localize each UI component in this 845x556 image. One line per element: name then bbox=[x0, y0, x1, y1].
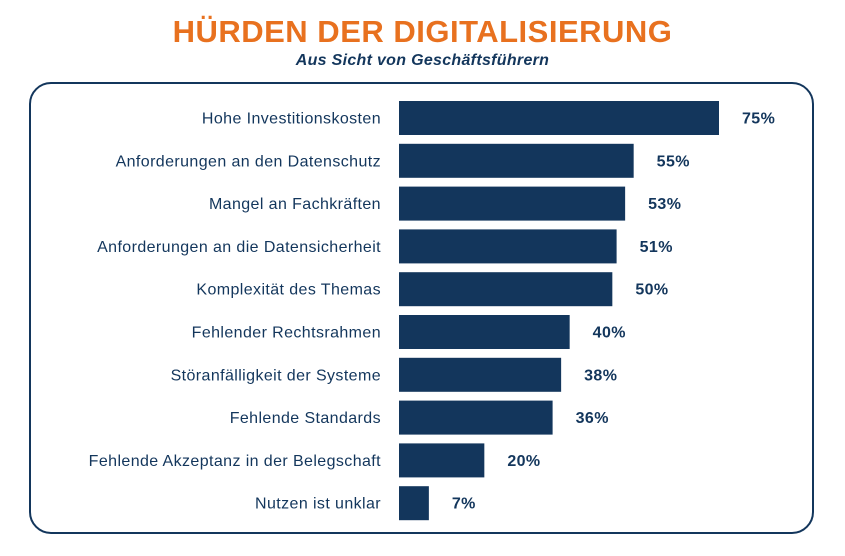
category-label: Hohe Investitionskosten bbox=[202, 111, 381, 128]
bar bbox=[399, 400, 553, 435]
bar bbox=[399, 143, 634, 178]
category-label: Anforderungen an die Datensicherheit bbox=[97, 239, 381, 256]
category-label: Anforderungen an den Datenschutz bbox=[116, 153, 381, 170]
category-label: Fehlende Standards bbox=[230, 410, 381, 427]
value-label: 38% bbox=[584, 367, 617, 384]
category-label: Fehlender Rechtsrahmen bbox=[192, 325, 381, 342]
category-label: Nutzen ist unklar bbox=[255, 496, 381, 513]
bar bbox=[399, 357, 562, 392]
value-label: 36% bbox=[576, 410, 609, 427]
value-label: 20% bbox=[507, 453, 540, 470]
bar bbox=[399, 229, 617, 264]
value-label: 53% bbox=[648, 196, 681, 213]
bar bbox=[399, 101, 719, 135]
chart-frame bbox=[29, 82, 814, 534]
bar bbox=[399, 272, 613, 307]
bar bbox=[399, 186, 626, 221]
chart-subtitle: Aus Sicht von Geschäftsführern bbox=[295, 52, 550, 69]
value-label: 40% bbox=[593, 325, 626, 342]
value-label: 50% bbox=[635, 282, 668, 299]
value-label: 55% bbox=[657, 153, 690, 170]
value-label: 7% bbox=[452, 496, 476, 513]
value-label: 75% bbox=[742, 111, 775, 128]
chart-title: HÜRDEN DER DIGITALISIERUNG bbox=[172, 14, 673, 49]
value-label: 51% bbox=[640, 239, 673, 256]
bar bbox=[399, 315, 570, 349]
category-label: Fehlende Akzeptanz in der Belegschaft bbox=[89, 453, 381, 470]
category-label: Mangel an Fachkräften bbox=[209, 196, 381, 213]
bar bbox=[399, 443, 485, 478]
bar bbox=[399, 486, 429, 521]
category-label: Komplexität des Themas bbox=[196, 282, 381, 299]
category-label: Störanfälligkeit der Systeme bbox=[171, 367, 381, 384]
